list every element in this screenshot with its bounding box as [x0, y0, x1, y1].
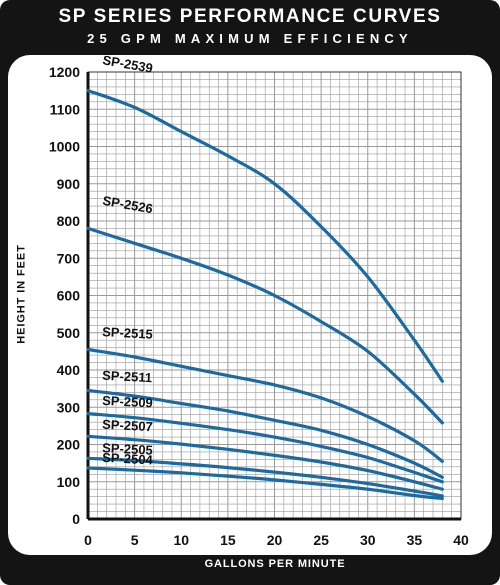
y-tick-label: 900 — [57, 176, 81, 192]
x-tick-label: 10 — [173, 532, 189, 548]
y-tick-label: 1100 — [50, 101, 81, 117]
series-label-sp-2515: SP-2515 — [102, 324, 153, 342]
y-tick-label: 400 — [57, 362, 81, 378]
series-label-sp-2511: SP-2511 — [102, 368, 153, 386]
series-curve-sp-2526 — [86, 226, 444, 425]
axes — [86, 71, 462, 521]
series-curve-sp-2505 — [86, 456, 444, 498]
series-curve-sp-2515 — [86, 347, 444, 463]
series-label-sp-2504: SP-2504 — [102, 450, 154, 468]
y-tick-label: 1000 — [49, 139, 80, 155]
series-label-sp-2505: SP-2505 — [102, 440, 153, 458]
y-tick-label: 300 — [57, 399, 81, 415]
series-curve-sp-2539 — [86, 89, 444, 383]
tick-labels: 0100200300400500600700800900100011001200… — [49, 64, 469, 548]
x-tick-label: 30 — [360, 532, 376, 548]
series-curves — [86, 89, 444, 501]
chart-subtitle: 25 GPM MAXIMUM EFFICIENCY — [87, 31, 413, 46]
y-tick-label: 500 — [57, 325, 81, 341]
series-curve-sp-2504 — [86, 466, 444, 501]
y-tick-label: 0 — [72, 511, 80, 527]
y-tick-label: 100 — [57, 474, 81, 490]
series-labels: SP-2539SP-2526SP-2515SP-2511SP-2509SP-25… — [101, 52, 153, 467]
y-tick-label: 1200 — [49, 64, 80, 80]
x-tick-label: 20 — [267, 532, 283, 548]
x-tick-label: 40 — [453, 532, 469, 548]
x-tick-label: 15 — [220, 532, 236, 548]
y-tick-label: 700 — [57, 250, 81, 266]
x-axis-label: GALLONS PER MINUTE — [204, 558, 346, 570]
x-tick-label: 25 — [313, 532, 329, 548]
chart-title: SP SERIES PERFORMANCE CURVES — [58, 6, 442, 27]
x-tick-label: 5 — [131, 532, 139, 548]
series-label-sp-2507: SP-2507 — [102, 417, 153, 435]
series-curve-sp-2507 — [86, 434, 444, 491]
series-label-sp-2509: SP-2509 — [102, 393, 153, 411]
series-label-sp-2526: SP-2526 — [101, 193, 153, 217]
series-curve-sp-2511 — [86, 388, 444, 479]
y-tick-label: 600 — [57, 288, 81, 304]
x-tick-label: 0 — [84, 532, 92, 548]
y-tick-label: 800 — [57, 213, 81, 229]
x-tick-label: 35 — [407, 532, 423, 548]
series-curve-sp-2509 — [86, 412, 444, 484]
y-tick-label: 200 — [57, 437, 81, 453]
